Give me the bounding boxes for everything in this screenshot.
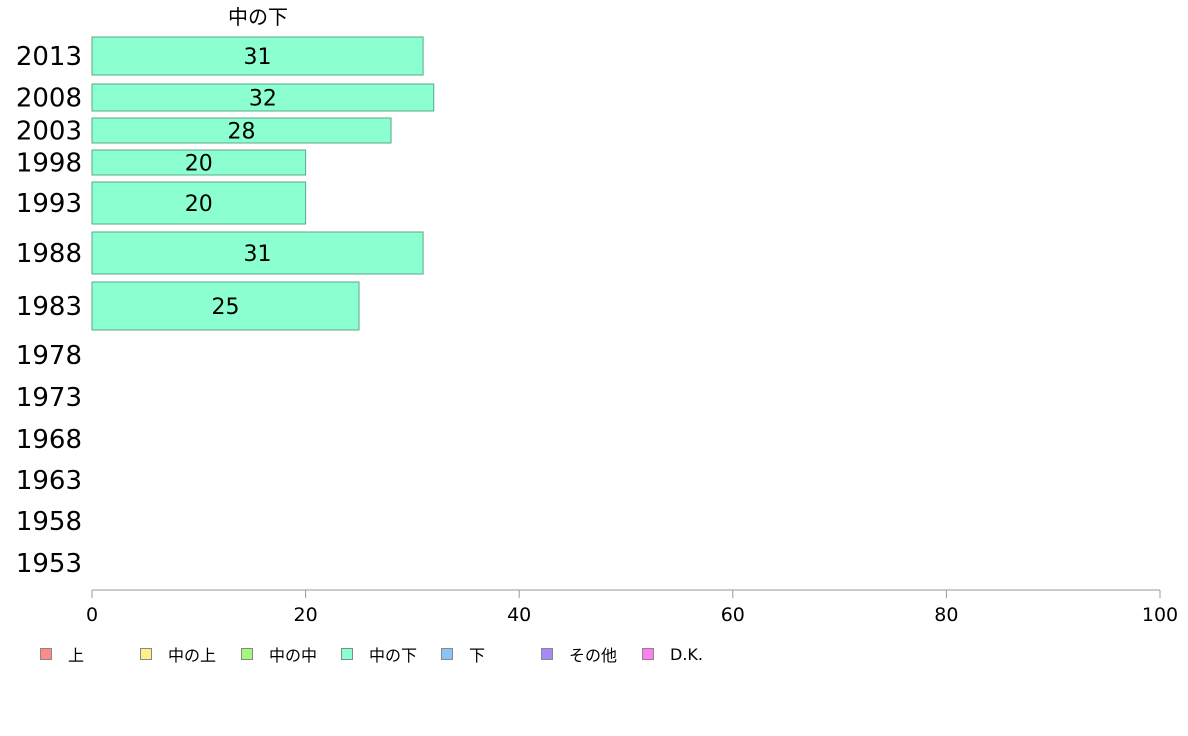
y-tick-label: 1988 <box>16 239 82 269</box>
bar-data-label: 31 <box>244 45 272 70</box>
legend-swatch <box>140 648 152 660</box>
y-tick-label: 1983 <box>16 292 82 322</box>
legend-swatch <box>40 648 52 660</box>
legend-label: 中の中 <box>269 646 318 665</box>
bars-layer: 31 32 28 20 20 31 25 <box>91 36 435 331</box>
legend-swatch <box>642 648 654 660</box>
bar <box>91 149 307 176</box>
y-tick-label: 2008 <box>16 84 82 114</box>
legend-item-ue: 上 <box>40 644 85 665</box>
bar <box>91 83 435 112</box>
y-tick-label: 1998 <box>16 149 82 179</box>
y-tick-label: 1978 <box>16 341 82 371</box>
bar-data-label: 31 <box>244 242 272 267</box>
y-tick-label: 2003 <box>16 117 82 147</box>
legend-label: その他 <box>569 646 618 665</box>
bar-data-label: 25 <box>212 295 240 320</box>
y-tick-label: 1963 <box>16 466 82 496</box>
x-tick-label: 20 <box>294 604 318 626</box>
x-tick-label: 60 <box>721 604 745 626</box>
legend-swatch <box>441 648 453 660</box>
legend-item-naka-no-naka: 中の中 <box>241 644 318 665</box>
y-tick-label: 1993 <box>16 189 82 219</box>
legend-item-shita: 下 <box>441 644 486 665</box>
bar <box>91 231 424 275</box>
y-tick-label: 1973 <box>16 383 82 413</box>
x-axis: 0 20 40 60 80 100 <box>86 589 1178 626</box>
bar <box>91 181 307 225</box>
legend-label: 下 <box>469 646 486 665</box>
legend-label: 中の上 <box>168 646 217 665</box>
bar <box>91 117 392 144</box>
x-tick-label: 0 <box>86 604 98 626</box>
legend-item-dk: D.K. <box>642 644 703 664</box>
bar-data-label: 28 <box>228 120 256 145</box>
legend-item-sonota: その他 <box>541 644 618 665</box>
bar-data-label: 20 <box>185 192 213 217</box>
chart-title: 中の下 <box>228 5 288 29</box>
legend-label: D.K. <box>670 644 703 664</box>
legend-item-naka-no-ue: 中の上 <box>140 644 217 665</box>
x-tick-label: 100 <box>1142 604 1178 626</box>
y-tick-label: 2013 <box>16 42 82 72</box>
legend-swatch <box>341 648 353 660</box>
x-tick-label: 40 <box>507 604 531 626</box>
y-tick-label: 1958 <box>16 507 82 537</box>
bar-data-label: 32 <box>249 87 277 112</box>
legend-item-naka-no-shita: 中の下 <box>341 644 418 665</box>
legend: 上 中の上 中の中 中の下 下 その他 D.K. <box>0 640 1188 668</box>
bar <box>91 281 360 331</box>
bar-data-label: 20 <box>185 152 213 177</box>
legend-label: 中の下 <box>369 646 418 665</box>
y-tick-label: 1953 <box>16 549 82 579</box>
legend-swatch <box>541 648 553 660</box>
x-tick-label: 80 <box>934 604 958 626</box>
bar <box>91 36 424 76</box>
legend-label: 上 <box>68 646 85 665</box>
y-tick-label: 1968 <box>16 425 82 455</box>
legend-swatch <box>241 648 253 660</box>
